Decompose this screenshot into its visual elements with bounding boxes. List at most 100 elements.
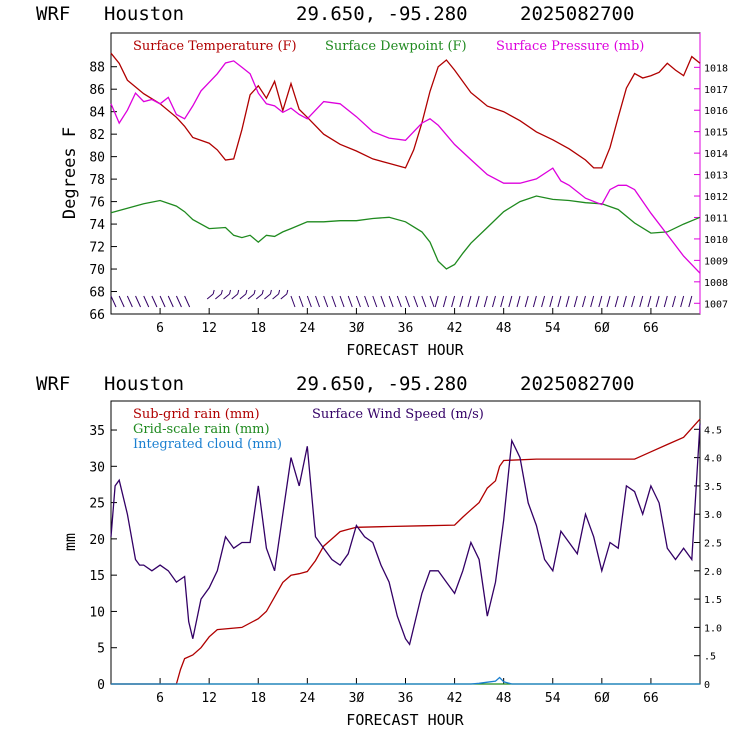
wind-barb xyxy=(647,295,652,308)
wind-barb xyxy=(223,293,230,300)
wind-barb xyxy=(388,295,394,308)
wind-barb xyxy=(215,293,222,300)
chart2-series xyxy=(110,418,701,685)
wind-barb xyxy=(688,295,693,308)
wind-barb xyxy=(451,295,456,308)
wind-barb xyxy=(290,295,296,308)
series-line-temp xyxy=(110,52,701,169)
y2-tick-label: 4.5 xyxy=(704,425,722,436)
wind-barb xyxy=(565,295,570,308)
y2-tick-label: 4.0 xyxy=(704,454,722,465)
y-tick-label: 66 xyxy=(89,308,105,323)
wind-barb xyxy=(184,295,191,308)
temperature-chart: WRF Houston 29.650, -95.280 2025082700 6… xyxy=(36,3,728,359)
chart1-plot-frame xyxy=(110,32,701,315)
legend-subgrid-rain: Sub-grid rain (mm) xyxy=(133,407,260,422)
wind-barb xyxy=(429,295,435,308)
y2-tick-label: 1008 xyxy=(704,278,728,289)
y2-tick-label: 3.0 xyxy=(704,510,722,521)
y-tick-label: 76 xyxy=(89,196,105,211)
wind-barb xyxy=(680,295,685,308)
y-tick-label: 30 xyxy=(89,460,105,475)
wind-barb-flag xyxy=(212,289,215,295)
wind-barb xyxy=(315,295,320,308)
wind-barb xyxy=(167,295,174,308)
wind-barb xyxy=(151,295,158,308)
wind-barb-flag xyxy=(269,289,272,295)
y-tick-label: 72 xyxy=(89,241,105,256)
chart1-coords: 29.650, -95.280 xyxy=(296,3,468,25)
x-tick-label: 12 xyxy=(201,691,217,706)
wind-barb xyxy=(442,295,447,308)
x-tick-label: 66 xyxy=(643,321,659,336)
wind-barb xyxy=(590,295,595,308)
y2-tick-label: 2.5 xyxy=(704,539,722,550)
y-tick-label: 5 xyxy=(97,642,105,657)
wind-barb xyxy=(483,295,488,308)
chart2-coords: 29.650, -95.280 xyxy=(296,373,468,395)
y2-tick-label: 1010 xyxy=(704,235,728,246)
wind-barb xyxy=(532,295,537,308)
x-tick-label: 6 xyxy=(156,321,164,336)
wind-barb xyxy=(622,295,627,308)
y-tick-label: 82 xyxy=(89,128,105,143)
wind-barb xyxy=(434,295,439,308)
x-tick-label: 48 xyxy=(496,321,512,336)
wind-barb xyxy=(614,295,619,308)
y2-tick-label: 1011 xyxy=(704,213,728,224)
series-line-dew xyxy=(110,195,701,270)
wind-barb xyxy=(655,295,660,308)
x-tick-label: 24 xyxy=(300,321,316,336)
wind-barb xyxy=(206,293,214,300)
wind-barb xyxy=(396,295,402,308)
y2-tick-label: 3.5 xyxy=(704,482,722,493)
wind-barb xyxy=(339,295,345,308)
wind-barb xyxy=(459,295,464,308)
wind-barb xyxy=(264,293,271,300)
series-line-wind xyxy=(110,423,701,646)
chart2-location: Houston xyxy=(104,373,184,395)
wind-barb xyxy=(639,295,644,308)
wind-barb xyxy=(323,295,329,308)
wind-barb-flag xyxy=(229,289,232,295)
wind-barb xyxy=(541,295,546,308)
x-tick-label: 3Ø xyxy=(349,321,365,336)
chart2-x-axis-label: FORECAST HOUR xyxy=(346,711,464,729)
y2-tick-label: 1016 xyxy=(704,106,728,117)
wind-barb xyxy=(298,295,304,308)
x-tick-label: 6Ø xyxy=(594,321,610,336)
x-tick-label: 18 xyxy=(250,691,266,706)
wind-barb-flag xyxy=(253,289,256,295)
wind-barb xyxy=(492,295,496,308)
wind-barb xyxy=(347,295,353,308)
x-tick-label: 18 xyxy=(250,321,266,336)
chart2-y2-ticks: 0 .5 1.0 1.5 2.0 2.5 3.0 3.5 4.0 4.5 xyxy=(694,425,722,691)
y2-tick-label: 1.5 xyxy=(704,595,722,606)
x-tick-label: 3Ø xyxy=(349,691,365,706)
wind-barb xyxy=(380,295,386,308)
wind-barb xyxy=(549,295,554,308)
y2-tick-label: 1013 xyxy=(704,171,728,182)
y-tick-label: 70 xyxy=(89,263,105,278)
y2-tick-label: 1015 xyxy=(704,128,728,139)
series-line-subgrid xyxy=(111,418,701,685)
y-tick-label: 74 xyxy=(89,218,105,233)
y2-tick-label: 0 xyxy=(704,680,710,691)
series-line-pres xyxy=(110,60,701,274)
wind-barb xyxy=(413,295,419,308)
wind-barb xyxy=(175,295,182,308)
y-tick-label: 88 xyxy=(89,61,105,76)
x-tick-label: 12 xyxy=(201,321,217,336)
chart1-model: WRF xyxy=(36,3,70,25)
x-tick-label: 42 xyxy=(447,321,463,336)
wind-barb xyxy=(500,295,505,308)
y2-tick-label: 1007 xyxy=(704,299,728,310)
y2-tick-label: 1017 xyxy=(704,85,728,96)
y2-tick-label: 1009 xyxy=(704,256,728,267)
y-tick-label: 25 xyxy=(89,497,105,512)
wind-barb xyxy=(631,295,636,308)
x-tick-label: 24 xyxy=(300,691,316,706)
chart1-y2-ticks: 1007 1008 1009 1010 1011 1012 1013 1014 1015 1016… xyxy=(694,63,728,310)
y-tick-label: 35 xyxy=(89,424,105,439)
y-tick-label: 15 xyxy=(89,569,105,584)
